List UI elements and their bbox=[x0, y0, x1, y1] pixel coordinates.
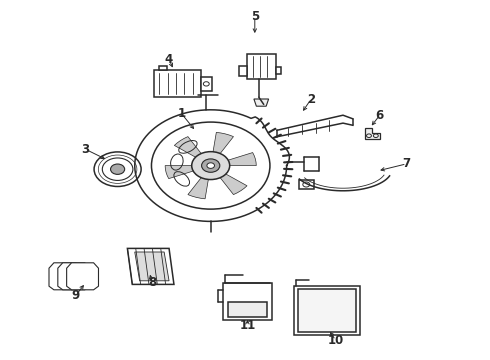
Circle shape bbox=[207, 163, 215, 168]
Polygon shape bbox=[58, 263, 90, 290]
Bar bbox=[159, 66, 167, 70]
Polygon shape bbox=[49, 263, 81, 290]
Text: 2: 2 bbox=[307, 93, 315, 105]
Text: 6: 6 bbox=[376, 109, 384, 122]
Polygon shape bbox=[135, 252, 169, 281]
Polygon shape bbox=[174, 136, 201, 158]
Text: 9: 9 bbox=[72, 289, 80, 302]
Bar bbox=[154, 70, 201, 97]
Bar bbox=[276, 67, 281, 74]
Polygon shape bbox=[227, 153, 256, 166]
Polygon shape bbox=[254, 99, 269, 106]
Text: 10: 10 bbox=[327, 334, 344, 347]
Polygon shape bbox=[67, 263, 98, 290]
Circle shape bbox=[201, 159, 220, 172]
Bar bbox=[298, 289, 356, 332]
Bar bbox=[239, 66, 247, 76]
Bar bbox=[228, 302, 267, 317]
Polygon shape bbox=[213, 132, 233, 154]
Text: 1: 1 bbox=[177, 107, 185, 120]
Circle shape bbox=[192, 152, 230, 180]
Bar bbox=[247, 54, 276, 79]
Text: 3: 3 bbox=[82, 143, 90, 156]
Polygon shape bbox=[188, 177, 208, 199]
Text: 7: 7 bbox=[403, 157, 411, 170]
Text: 8: 8 bbox=[148, 276, 156, 289]
Text: 11: 11 bbox=[239, 319, 256, 332]
Bar bbox=[223, 283, 272, 320]
Polygon shape bbox=[220, 174, 247, 195]
Polygon shape bbox=[365, 128, 380, 139]
Bar bbox=[294, 286, 360, 335]
Text: 5: 5 bbox=[251, 10, 259, 23]
Circle shape bbox=[111, 164, 124, 174]
Bar bbox=[201, 77, 212, 91]
Polygon shape bbox=[127, 248, 174, 284]
Text: 4: 4 bbox=[165, 53, 173, 66]
Polygon shape bbox=[165, 166, 194, 179]
Bar bbox=[299, 180, 314, 189]
